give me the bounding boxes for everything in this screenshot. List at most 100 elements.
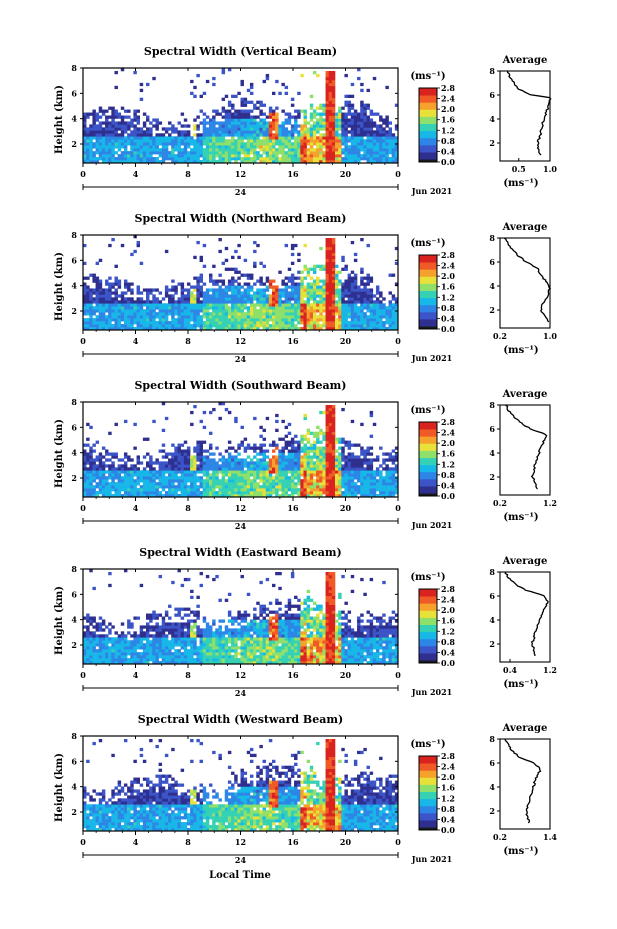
heatmap-cell bbox=[331, 237, 336, 242]
heatmap-cell bbox=[366, 479, 370, 483]
heatmap-cell bbox=[259, 121, 263, 125]
heatmap-cell bbox=[265, 121, 270, 125]
heatmap-cell bbox=[287, 115, 292, 119]
heatmap-cell bbox=[149, 479, 153, 483]
heatmap-cell bbox=[344, 321, 348, 325]
heatmap-cell bbox=[237, 297, 241, 301]
heatmap-cell bbox=[108, 151, 112, 155]
heatmap-cell bbox=[290, 479, 295, 483]
heatmap-cell bbox=[117, 479, 122, 483]
heatmap-cell bbox=[136, 127, 140, 131]
heatmap-cell bbox=[262, 461, 266, 465]
heatmap-cell bbox=[123, 145, 128, 149]
heatmap-cell bbox=[234, 288, 238, 292]
heatmap-cell bbox=[375, 327, 380, 331]
heatmap-cell bbox=[265, 461, 270, 465]
heatmap-cell bbox=[212, 139, 216, 143]
heatmap-cell bbox=[231, 130, 235, 134]
heatmap-cell bbox=[281, 157, 285, 161]
heatmap-cell bbox=[388, 160, 392, 164]
heatmap-cell bbox=[155, 315, 159, 319]
heatmap-cell bbox=[344, 482, 348, 486]
heatmap-cell bbox=[325, 97, 329, 101]
heatmap-cell bbox=[120, 297, 125, 301]
heatmap-cell bbox=[108, 157, 112, 161]
heatmap-cell bbox=[89, 425, 93, 430]
heatmap-cell bbox=[196, 324, 200, 328]
heatmap-cell bbox=[331, 473, 336, 477]
heatmap-cell bbox=[149, 142, 153, 146]
heatmap-cell bbox=[366, 88, 370, 93]
heatmap-cell bbox=[86, 306, 90, 310]
heatmap-cell bbox=[199, 151, 203, 155]
heatmap-cell bbox=[108, 139, 112, 143]
heatmap-cell bbox=[372, 318, 377, 322]
heatmap-cell bbox=[262, 494, 266, 498]
heatmap-cell bbox=[300, 470, 304, 474]
heatmap-cell bbox=[297, 112, 301, 116]
heatmap-cell bbox=[177, 309, 181, 313]
heatmap-cell bbox=[249, 148, 254, 152]
heatmap-cell bbox=[127, 121, 131, 125]
heatmap-cell bbox=[272, 279, 276, 283]
heatmap-cell bbox=[149, 482, 153, 486]
heatmap-cell bbox=[357, 145, 361, 149]
heatmap-cell bbox=[202, 151, 207, 155]
heatmap-cell bbox=[328, 154, 333, 158]
heatmap-cell bbox=[231, 464, 235, 468]
heatmap-cell bbox=[221, 324, 226, 328]
heatmap-cell bbox=[347, 446, 352, 450]
heatmap-cell bbox=[375, 112, 380, 116]
heatmap-cell bbox=[120, 485, 125, 489]
heatmap-cell bbox=[335, 273, 339, 277]
heatmap-cell bbox=[227, 309, 232, 313]
heatmap-cell bbox=[256, 461, 260, 465]
heatmap-cell bbox=[186, 300, 191, 304]
heatmap-cell bbox=[199, 121, 203, 125]
heatmap-cell bbox=[193, 85, 197, 90]
heatmap-cell bbox=[375, 291, 380, 295]
heatmap-cell bbox=[123, 115, 128, 119]
heatmap-cell bbox=[234, 488, 238, 492]
heatmap-cell bbox=[231, 291, 235, 295]
heatmap-cell bbox=[379, 118, 383, 122]
heatmap-cell bbox=[284, 324, 289, 328]
heatmap-cell bbox=[95, 130, 100, 134]
heatmap-cell bbox=[92, 291, 96, 295]
heatmap-cell bbox=[297, 318, 301, 322]
heatmap-cell bbox=[347, 443, 352, 447]
heatmap-cell bbox=[152, 300, 156, 304]
heatmap-cell bbox=[105, 482, 109, 486]
heatmap-cell bbox=[316, 294, 320, 298]
heatmap-cell bbox=[240, 458, 244, 462]
heatmap-cell bbox=[312, 470, 317, 474]
heatmap-cell bbox=[335, 473, 339, 477]
heatmap-cell bbox=[328, 261, 333, 265]
heatmap-cell bbox=[149, 288, 153, 292]
heatmap-cell bbox=[114, 291, 118, 295]
heatmap-cell bbox=[363, 306, 367, 310]
heatmap-cell bbox=[123, 121, 128, 125]
heatmap-cell bbox=[114, 321, 118, 325]
heatmap-cell bbox=[375, 297, 380, 301]
heatmap-cell bbox=[375, 145, 380, 149]
heatmap-cell bbox=[284, 136, 289, 140]
heatmap-cell bbox=[322, 446, 326, 450]
heatmap-cell bbox=[259, 130, 263, 134]
heatmap-cell bbox=[234, 291, 238, 295]
heatmap-cell bbox=[139, 309, 144, 313]
heatmap-cell bbox=[190, 300, 194, 304]
heatmap-cell bbox=[262, 464, 266, 468]
heatmap-cell bbox=[155, 461, 159, 465]
heatmap-cell bbox=[319, 160, 323, 164]
heatmap-cell bbox=[92, 273, 96, 277]
heatmap-cell bbox=[357, 112, 361, 116]
heatmap-cell bbox=[306, 303, 311, 307]
heatmap-cell bbox=[394, 157, 399, 161]
heatmap-cell bbox=[309, 154, 314, 158]
heatmap-cell bbox=[385, 118, 389, 122]
heatmap-cell bbox=[382, 306, 386, 310]
heatmap-cell bbox=[246, 121, 251, 125]
heatmap-cell bbox=[262, 124, 266, 128]
heatmap-cell bbox=[92, 479, 96, 483]
